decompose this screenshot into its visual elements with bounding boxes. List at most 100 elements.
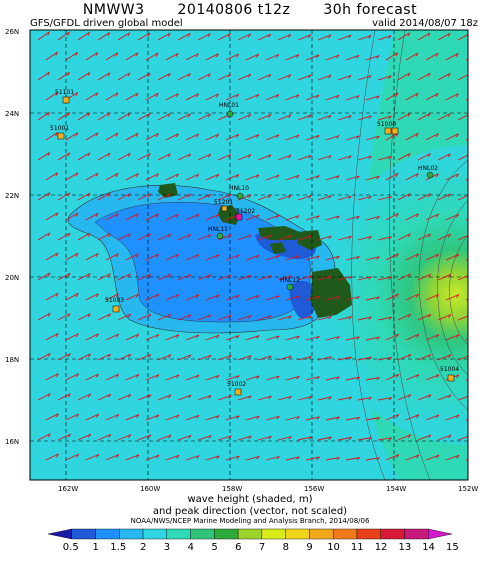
direction-arrow [165, 213, 180, 221]
direction-arrow [417, 112, 431, 121]
direction-arrow [325, 175, 340, 181]
direction-arrow [97, 192, 111, 201]
direction-arrow [377, 397, 393, 401]
map-title: NMWW3 20140806 t12z 30h forecast [0, 2, 500, 18]
direction-arrow [157, 113, 171, 121]
station-hnl01[interactable]: HNL01 [219, 102, 239, 118]
direction-arrow [457, 194, 468, 201]
direction-arrow [365, 215, 380, 221]
lat-label: 22N [5, 192, 19, 200]
direction-arrow [157, 314, 172, 321]
colorbar-swatch [214, 528, 239, 540]
direction-arrow [125, 253, 139, 261]
direction-arrow [245, 134, 260, 141]
direction-arrow [185, 334, 200, 341]
station-hnl02[interactable]: HNL02 [418, 165, 438, 179]
direction-arrow [285, 295, 300, 301]
colorbar-label: 9 [306, 542, 312, 553]
station-hnl12[interactable]: HNL12 [280, 277, 300, 291]
direction-arrow [197, 394, 212, 401]
direction-arrow [77, 273, 91, 281]
direction-arrow [277, 275, 292, 281]
colorbar-label: 0.5 [63, 542, 79, 553]
direction-arrow [97, 313, 111, 321]
direction-arrow [37, 272, 51, 281]
direction-arrow [197, 113, 211, 121]
direction-arrow [177, 394, 192, 401]
direction-arrow [257, 435, 272, 441]
direction-arrow [377, 75, 392, 81]
station-51004[interactable]: 51004 [440, 366, 459, 382]
direction-arrow [105, 253, 119, 261]
direction-arrow [365, 256, 380, 261]
direction-arrow [185, 133, 199, 141]
direction-arrow [297, 235, 312, 241]
direction-arrow [57, 313, 71, 321]
direction-arrow [125, 414, 140, 421]
direction-arrow [437, 354, 452, 361]
map-frame [29, 29, 469, 481]
direction-arrow [305, 215, 320, 221]
station-51000[interactable]: 51000 [377, 121, 399, 135]
direction-arrow [317, 315, 332, 321]
direction-arrow [205, 294, 220, 301]
direction-arrow [45, 332, 59, 341]
lat-label: 26N [5, 28, 19, 36]
direction-arrow [97, 393, 112, 401]
direction-arrow [377, 437, 393, 441]
direction-arrow [265, 174, 280, 181]
direction-arrow [445, 173, 459, 181]
direction-arrow [377, 316, 392, 321]
direction-arrow [165, 52, 179, 61]
direction-arrow [225, 294, 240, 301]
direction-arrow [125, 454, 140, 461]
station-hnl10[interactable]: HNL10 [229, 185, 249, 200]
direction-arrow [425, 92, 439, 101]
direction-arrow [277, 114, 292, 121]
direction-arrow [237, 113, 252, 121]
direction-arrow [245, 335, 260, 341]
direction-arrow [37, 312, 51, 321]
direction-arrow [345, 95, 360, 101]
direction-arrow [97, 433, 112, 441]
station-51003[interactable]: 51003 [105, 297, 124, 313]
station-51001[interactable]: 51001 [50, 125, 69, 140]
direction-arrow [205, 214, 220, 221]
direction-arrow [277, 194, 292, 201]
direction-arrow [185, 93, 199, 101]
direction-arrow [197, 314, 212, 321]
direction-arrow [205, 334, 220, 341]
direction-arrow [265, 415, 280, 421]
station-51201[interactable]: 51201 [214, 199, 233, 212]
direction-arrow [185, 173, 200, 181]
direction-arrow [317, 356, 332, 361]
direction-arrow [445, 52, 459, 61]
direction-arrow [37, 192, 51, 201]
direction-arrow [277, 436, 292, 441]
colorbar-high-end [428, 528, 453, 540]
direction-arrow [117, 273, 131, 281]
svg-text:HNL10: HNL10 [229, 185, 249, 192]
station-51202[interactable]: 51202 [235, 208, 255, 221]
direction-arrow [97, 32, 111, 41]
direction-arrow [377, 35, 392, 41]
station-hnl11[interactable]: HNL11 [208, 226, 228, 240]
direction-arrow [425, 253, 440, 261]
direction-arrow [317, 275, 332, 281]
station-51101[interactable]: 51101 [55, 89, 74, 104]
lon-label: 156W [304, 485, 324, 493]
direction-arrow [205, 374, 220, 381]
direction-arrow [97, 273, 111, 281]
direction-arrow [165, 294, 180, 301]
direction-arrow [405, 92, 419, 101]
lon-axis: 162W 160W 158W 156W 154W 152W [58, 485, 478, 493]
direction-arrow [105, 454, 120, 461]
direction-arrow [137, 313, 152, 321]
direction-arrow [165, 374, 180, 381]
direction-arrow [85, 132, 99, 141]
direction-arrow [437, 233, 452, 241]
direction-arrow [125, 333, 140, 341]
station-51002[interactable]: 51002 [227, 381, 246, 396]
direction-arrow [105, 293, 119, 301]
direction-arrow [185, 455, 200, 461]
